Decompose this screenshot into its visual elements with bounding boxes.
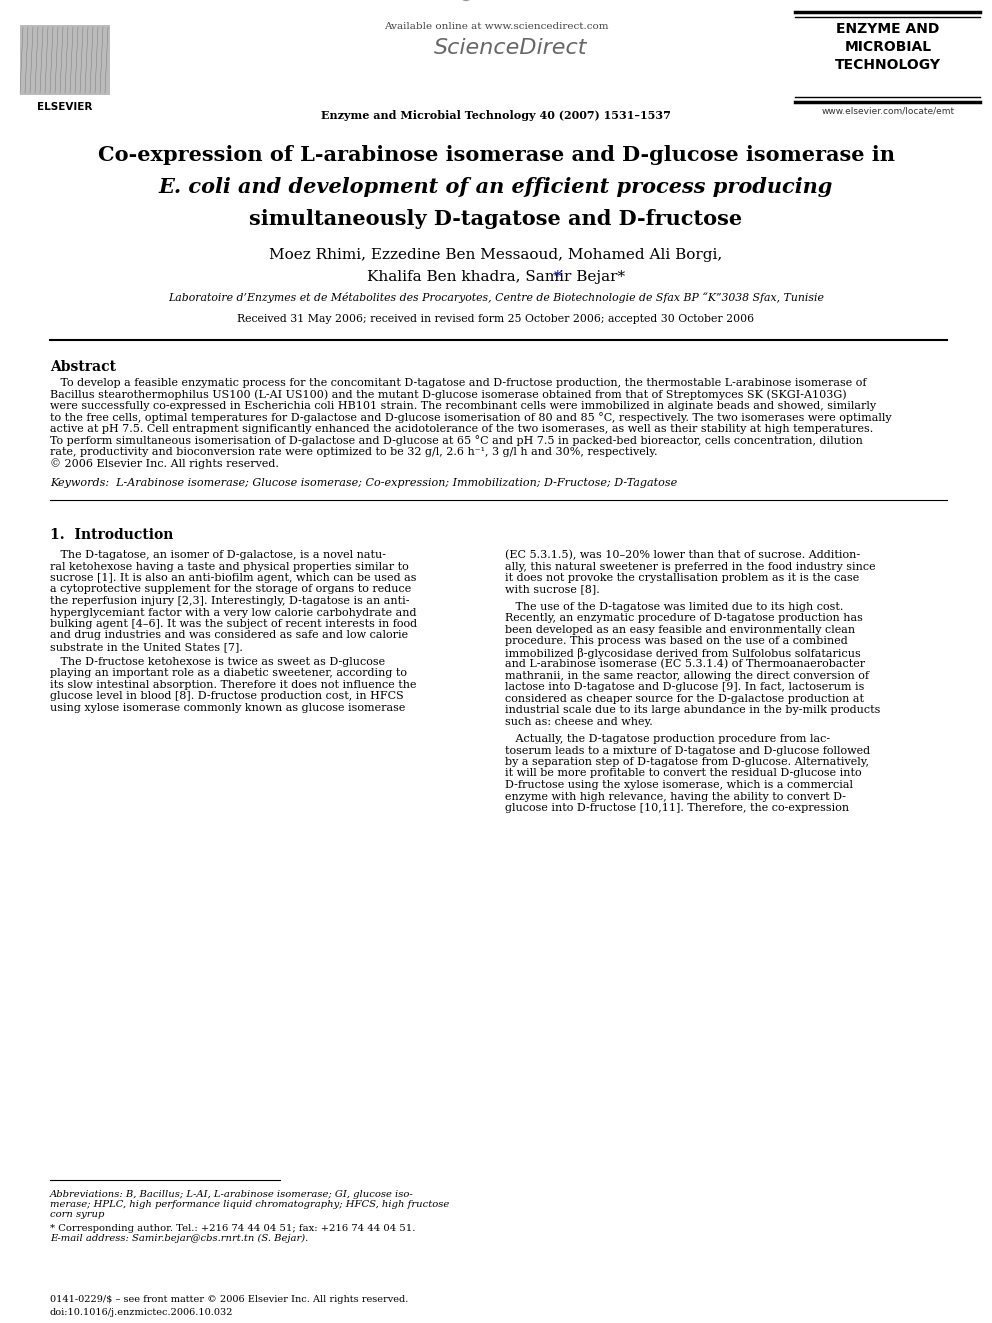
Text: immobilized β-glycosidase derived from Sulfolobus solfataricus: immobilized β-glycosidase derived from S… <box>505 648 861 659</box>
Text: were successfully co-expressed in Escherichia coli HB101 strain. The recombinant: were successfully co-expressed in Escher… <box>50 401 876 411</box>
Text: using xylose isomerase commonly known as glucose isomerase: using xylose isomerase commonly known as… <box>50 703 406 713</box>
Text: toserum leads to a mixture of D-tagatose and D-glucose followed: toserum leads to a mixture of D-tagatose… <box>505 745 870 755</box>
Text: 0141-0229/$ – see front matter © 2006 Elsevier Inc. All rights reserved.: 0141-0229/$ – see front matter © 2006 El… <box>50 1295 409 1304</box>
Text: it will be more profitable to convert the residual D-glucose into: it will be more profitable to convert th… <box>505 769 862 778</box>
Text: Abstract: Abstract <box>50 360 116 374</box>
Text: hyperglycemiant factor with a very low calorie carbohydrate and: hyperglycemiant factor with a very low c… <box>50 607 417 618</box>
Text: glucose into D-fructose [10,11]. Therefore, the co-expression: glucose into D-fructose [10,11]. Therefo… <box>505 803 849 814</box>
Text: procedure. This process was based on the use of a combined: procedure. This process was based on the… <box>505 636 848 646</box>
Text: ally, this natural sweetener is preferred in the food industry since: ally, this natural sweetener is preferre… <box>505 561 876 572</box>
Text: considered as cheaper source for the D-galactose production at: considered as cheaper source for the D-g… <box>505 693 864 704</box>
Text: E-mail address: Samir.bejar@cbs.rnrt.tn (S. Bejar).: E-mail address: Samir.bejar@cbs.rnrt.tn … <box>50 1234 309 1244</box>
Text: TECHNOLOGY: TECHNOLOGY <box>835 58 941 71</box>
Text: Received 31 May 2006; received in revised form 25 October 2006; accepted 30 Octo: Received 31 May 2006; received in revise… <box>237 314 755 324</box>
Text: simultaneously D-tagatose and D-fructose: simultaneously D-tagatose and D-fructose <box>249 209 743 229</box>
Text: Laboratoire d’Enzymes et de Métabolites des Procaryotes, Centre de Biotechnologi: Laboratoire d’Enzymes et de Métabolites … <box>168 292 824 303</box>
Bar <box>20 25 110 95</box>
Text: doi:10.1016/j.enzmictec.2006.10.032: doi:10.1016/j.enzmictec.2006.10.032 <box>50 1308 233 1316</box>
Text: Enzyme and Microbial Technology 40 (2007) 1531–1537: Enzyme and Microbial Technology 40 (2007… <box>321 110 671 120</box>
Text: www.elsevier.com/locate/emt: www.elsevier.com/locate/emt <box>821 106 954 115</box>
Text: its slow intestinal absorption. Therefore it does not influence the: its slow intestinal absorption. Therefor… <box>50 680 417 691</box>
Text: and L-arabinose isomerase (EC 5.3.1.4) of Thermoanaerobacter: and L-arabinose isomerase (EC 5.3.1.4) o… <box>505 659 865 669</box>
Text: *: * <box>554 270 561 284</box>
Text: Actually, the D-tagatose production procedure from lac-: Actually, the D-tagatose production proc… <box>505 734 830 744</box>
Text: The use of the D-tagatose was limited due to its high cost.: The use of the D-tagatose was limited du… <box>505 602 843 611</box>
Text: bulking agent [4–6]. It was the subject of recent interests in food: bulking agent [4–6]. It was the subject … <box>50 619 417 628</box>
Text: industrial scale due to its large abundance in the by-milk products: industrial scale due to its large abunda… <box>505 705 880 716</box>
Text: been developed as an easy feasible and environmentally clean: been developed as an easy feasible and e… <box>505 624 855 635</box>
Text: corn syrup: corn syrup <box>50 1211 104 1218</box>
Text: The D-tagatose, an isomer of D-galactose, is a novel natu-: The D-tagatose, an isomer of D-galactose… <box>50 550 386 560</box>
Text: to the free cells, optimal temperatures for D-galactose and D-glucose isomerisat: to the free cells, optimal temperatures … <box>50 413 892 423</box>
Text: To perform simultaneous isomerisation of D-galactose and D-glucose at 65 °C and : To perform simultaneous isomerisation of… <box>50 435 863 446</box>
Text: * Corresponding author. Tel.: +216 74 44 04 51; fax: +216 74 44 04 51.: * Corresponding author. Tel.: +216 74 44… <box>50 1224 416 1233</box>
Text: The D-fructose ketohexose is twice as sweet as D-glucose: The D-fructose ketohexose is twice as sw… <box>50 658 385 667</box>
Text: sucrose [1]. It is also an anti-biofilm agent, which can be used as: sucrose [1]. It is also an anti-biofilm … <box>50 573 417 583</box>
Text: © 2006 Elsevier Inc. All rights reserved.: © 2006 Elsevier Inc. All rights reserved… <box>50 459 279 470</box>
Text: ENZYME AND: ENZYME AND <box>836 22 939 36</box>
Text: lactose into D-tagatose and D-glucose [9]. In fact, lactoserum is: lactose into D-tagatose and D-glucose [9… <box>505 683 864 692</box>
Text: MICROBIAL: MICROBIAL <box>844 40 931 54</box>
Text: ScienceDirect: ScienceDirect <box>434 38 587 58</box>
Text: enzyme with high relevance, having the ability to convert D-: enzyme with high relevance, having the a… <box>505 791 846 802</box>
Text: glucose level in blood [8]. D-fructose production cost, in HFCS: glucose level in blood [8]. D-fructose p… <box>50 692 404 701</box>
Text: the reperfusion injury [2,3]. Interestingly, D-tagatose is an anti-: the reperfusion injury [2,3]. Interestin… <box>50 595 410 606</box>
Text: E. coli and development of an efficient process producing: E. coli and development of an efficient … <box>159 177 833 197</box>
Text: Khalifa Ben khadra, Samir Bejar*: Khalifa Ben khadra, Samir Bejar* <box>367 270 625 284</box>
Text: Abbreviations: B, Bacillus; L-AI, L-arabinose isomerase; GI, glucose iso-: Abbreviations: B, Bacillus; L-AI, L-arab… <box>50 1189 414 1199</box>
Text: ral ketohexose having a taste and physical properties similar to: ral ketohexose having a taste and physic… <box>50 561 409 572</box>
Text: such as: cheese and whey.: such as: cheese and whey. <box>505 717 653 726</box>
Text: ELSEVIER: ELSEVIER <box>38 102 92 112</box>
Text: Co-expression of L-arabinose isomerase and D-glucose isomerase in: Co-expression of L-arabinose isomerase a… <box>97 146 895 165</box>
Text: Moez Rhimi, Ezzedine Ben Messaoud, Mohamed Ali Borgi,: Moez Rhimi, Ezzedine Ben Messaoud, Moham… <box>270 247 722 262</box>
Text: merase; HPLC, high performance liquid chromatography; HFCS, high fructose: merase; HPLC, high performance liquid ch… <box>50 1200 449 1209</box>
Text: by a separation step of D-tagatose from D-glucose. Alternatively,: by a separation step of D-tagatose from … <box>505 757 869 767</box>
Text: a cytoprotective supplement for the storage of organs to reduce: a cytoprotective supplement for the stor… <box>50 585 412 594</box>
Text: playing an important role as a diabetic sweetener, according to: playing an important role as a diabetic … <box>50 668 407 679</box>
Text: substrate in the United States [7].: substrate in the United States [7]. <box>50 642 243 652</box>
Text: Bacillus stearothermophilus US100 (L-AI US100) and the mutant D-glucose isomeras: Bacillus stearothermophilus US100 (L-AI … <box>50 389 846 400</box>
Text: it does not provoke the crystallisation problem as it is the case: it does not provoke the crystallisation … <box>505 573 859 583</box>
Text: D-fructose using the xylose isomerase, which is a commercial: D-fructose using the xylose isomerase, w… <box>505 781 853 790</box>
Text: mathranii, in the same reactor, allowing the direct conversion of: mathranii, in the same reactor, allowing… <box>505 671 869 681</box>
Text: Recently, an enzymatic procedure of D-tagatose production has: Recently, an enzymatic procedure of D-ta… <box>505 614 863 623</box>
Text: Keywords:  L-Arabinose isomerase; Glucose isomerase; Co-expression; Immobilizati: Keywords: L-Arabinose isomerase; Glucose… <box>50 478 678 488</box>
Text: To develop a feasible enzymatic process for the concomitant D-tagatose and D-fru: To develop a feasible enzymatic process … <box>50 378 866 388</box>
Text: rate, productivity and bioconversion rate were optimized to be 32 g/l, 2.6 h⁻¹, : rate, productivity and bioconversion rat… <box>50 447 658 456</box>
Text: (EC 5.3.1.5), was 10–20% lower than that of sucrose. Addition-: (EC 5.3.1.5), was 10–20% lower than that… <box>505 550 860 561</box>
Text: active at pH 7.5. Cell entrapment significantly enhanced the acidotolerance of t: active at pH 7.5. Cell entrapment signif… <box>50 423 873 434</box>
Text: 1.  Introduction: 1. Introduction <box>50 528 174 542</box>
Text: Available online at www.sciencedirect.com: Available online at www.sciencedirect.co… <box>384 22 608 30</box>
Text: with sucrose [8].: with sucrose [8]. <box>505 585 600 594</box>
Text: and drug industries and was considered as safe and low calorie: and drug industries and was considered a… <box>50 631 408 640</box>
